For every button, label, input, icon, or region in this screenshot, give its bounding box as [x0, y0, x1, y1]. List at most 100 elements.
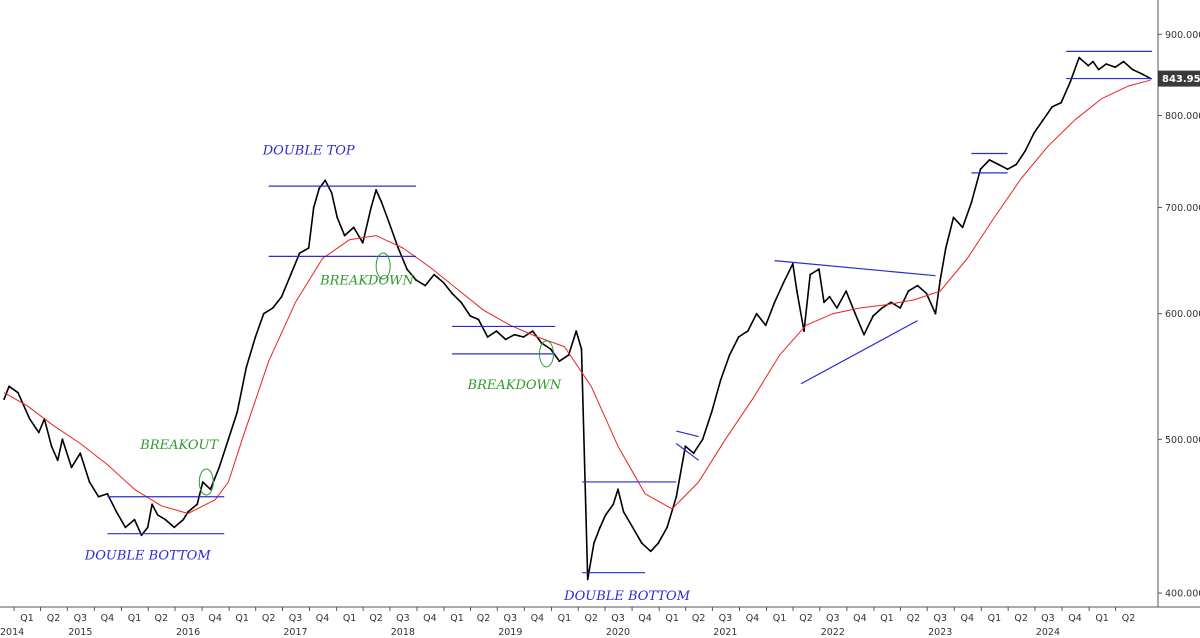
- price-point: [151, 503, 154, 506]
- price-point: [622, 511, 625, 513]
- price-point: [845, 290, 847, 292]
- x-tick-label: Q4: [638, 613, 652, 624]
- price-point: [1033, 132, 1035, 134]
- price-point: [863, 333, 865, 336]
- x-tick-label: Q4: [961, 613, 975, 624]
- x-tick-label: Q2: [1014, 613, 1028, 624]
- price-point: [1092, 60, 1094, 63]
- price-point: [504, 338, 507, 341]
- price-point: [764, 324, 767, 327]
- y-tick-label: 600.000: [1165, 309, 1200, 320]
- price-point: [934, 312, 937, 315]
- price-point: [593, 542, 595, 545]
- x-tick-label: Q2: [584, 613, 598, 624]
- pattern-line: [774, 260, 936, 277]
- price-point: [1131, 68, 1134, 71]
- price-point: [289, 273, 292, 276]
- price-point: [604, 514, 607, 516]
- year-label: 2017: [283, 627, 307, 638]
- price-point: [280, 295, 283, 298]
- x-tick-label: Q2: [369, 613, 383, 624]
- y-tick-label: 500.000: [1165, 435, 1200, 446]
- x-tick-label: Q1: [343, 613, 357, 624]
- price-point: [809, 273, 812, 276]
- price-point: [324, 179, 327, 182]
- x-tick-label: Q1: [773, 613, 787, 624]
- x-tick-label: Q3: [611, 613, 625, 624]
- pattern-line: [675, 442, 699, 461]
- year-label: 2014: [0, 627, 24, 638]
- price-point: [451, 292, 453, 295]
- breakout-circle: [375, 252, 391, 280]
- price-point: [218, 466, 221, 469]
- price-point: [961, 226, 964, 229]
- price-point: [710, 411, 713, 414]
- price-point: [881, 307, 883, 309]
- x-tick-label: Q3: [933, 613, 947, 624]
- price-point: [124, 526, 127, 529]
- x-tick-label: Q1: [988, 613, 1002, 624]
- price-point: [415, 279, 417, 281]
- x-tick-label: Q3: [1041, 613, 1055, 624]
- price-point: [477, 318, 480, 321]
- price-point: [692, 452, 695, 455]
- price-series: [3, 56, 1152, 581]
- price-point: [88, 481, 91, 483]
- x-tick-label: Q2: [262, 613, 276, 624]
- x-tick-label: Q2: [155, 613, 169, 624]
- x-tick-label: Q1: [20, 613, 34, 624]
- price-point: [330, 192, 333, 194]
- price-point: [701, 438, 704, 441]
- price-point: [182, 518, 185, 521]
- y-tick-label: 800.000: [1165, 111, 1200, 122]
- price-point: [1122, 60, 1125, 63]
- price-point: [796, 290, 798, 292]
- x-tick-label: Q2: [799, 613, 813, 624]
- price-point: [782, 281, 785, 284]
- y-tick-label: 900.000: [1165, 30, 1200, 41]
- price-point: [997, 163, 1000, 166]
- price-point: [939, 279, 942, 281]
- price-point: [227, 438, 230, 441]
- price-point: [1087, 64, 1090, 67]
- last-price-label: 843.950: [1162, 74, 1200, 85]
- pattern-line: [800, 320, 918, 385]
- year-label: 2024: [1036, 627, 1060, 638]
- x-tick-label: Q4: [208, 613, 222, 624]
- price-point: [298, 252, 301, 255]
- price-point: [558, 360, 561, 363]
- price-point: [8, 385, 11, 388]
- price-point: [397, 247, 400, 249]
- price-point: [56, 459, 59, 462]
- price-point: [586, 578, 589, 581]
- price-point: [580, 348, 583, 350]
- annotations: DOUBLE TOP BREAKDOWN BREAKDOWN BREAKOUT DOUB…: [84, 143, 691, 604]
- price-point: [442, 281, 445, 284]
- price-point: [352, 226, 355, 229]
- price-point: [567, 354, 570, 356]
- x-tick-label: Q4: [1068, 613, 1082, 624]
- price-point: [1105, 63, 1108, 65]
- year-label: 2016: [176, 627, 200, 638]
- price-point: [1042, 118, 1045, 121]
- price-point: [115, 511, 118, 513]
- price-point: [312, 206, 315, 209]
- x-tick-label: Q3: [289, 613, 303, 624]
- price-point: [61, 438, 64, 441]
- x-tick-label: Q4: [316, 613, 330, 624]
- price-point: [486, 336, 489, 338]
- price-point: [773, 301, 776, 304]
- x-tick-label: Q4: [531, 613, 545, 624]
- x-tick-label: Q1: [558, 613, 572, 624]
- price-point: [469, 315, 472, 317]
- price-point: [836, 307, 838, 309]
- price-point: [890, 301, 892, 304]
- price-point: [952, 216, 955, 219]
- year-label: 2021: [713, 627, 737, 638]
- price-point: [106, 492, 109, 495]
- price-point: [531, 330, 534, 332]
- price-point: [872, 315, 874, 317]
- price-point: [719, 379, 722, 381]
